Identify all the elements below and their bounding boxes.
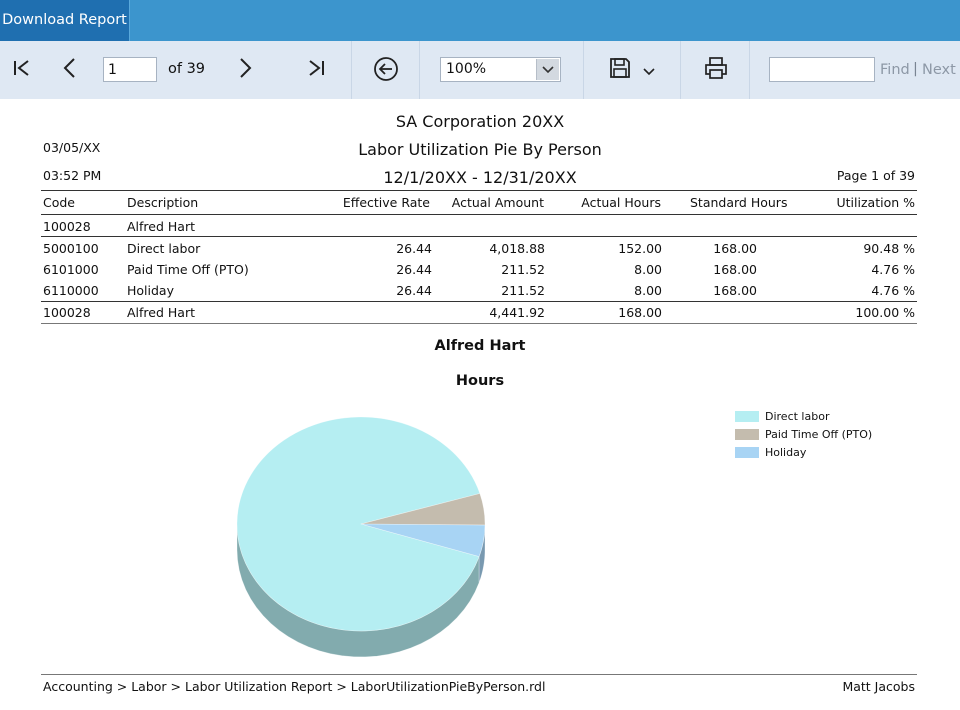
report-title: Labor Utilization Pie By Person — [358, 140, 602, 159]
next-page-icon[interactable] — [237, 57, 253, 83]
save-icon[interactable] — [608, 56, 632, 84]
date-range: 12/1/20XX - 12/31/20XX — [383, 168, 577, 187]
row-rate: 26.44 — [396, 241, 432, 256]
row-utilization: 4.76 % — [871, 283, 915, 298]
tab-download-report[interactable]: Download Report — [0, 0, 130, 41]
header-rule — [41, 190, 917, 191]
report-toolbar: of 39 100% Find | Next — [0, 41, 960, 99]
zoom-value: 100% — [446, 61, 487, 77]
row-standard: 168.00 — [713, 283, 757, 298]
row-code: 6101000 — [43, 262, 99, 277]
pie-slice-direct-labor — [236, 416, 481, 632]
col-description: Description — [127, 195, 199, 210]
total-code: 100028 — [43, 305, 91, 320]
print-icon[interactable] — [703, 55, 729, 85]
pie-slice-holiday — [360, 523, 486, 557]
next-link[interactable]: Next — [922, 62, 956, 78]
row-rate: 26.44 — [396, 283, 432, 298]
row-amount: 211.52 — [501, 262, 545, 277]
chart-title: Alfred Hart — [434, 338, 526, 354]
legend-swatch-direct-labor — [735, 411, 759, 422]
pie-chart — [236, 416, 486, 658]
row-rate: 26.44 — [396, 262, 432, 277]
legend-swatch-holiday — [735, 447, 759, 458]
back-arrow-icon[interactable] — [373, 56, 399, 86]
tab-bar: Download Report — [0, 0, 960, 41]
row-description: Direct labor — [127, 241, 201, 256]
export-dropdown-chevron-icon[interactable] — [641, 63, 657, 82]
row-utilization: 90.48 % — [863, 241, 915, 256]
find-separator: | — [913, 61, 918, 77]
row-code: 5000100 — [43, 241, 99, 256]
col-code: Code — [43, 195, 76, 210]
legend-label: Holiday — [765, 446, 807, 459]
company-name: SA Corporation 20XX — [395, 112, 565, 131]
row-amount: 211.52 — [501, 283, 545, 298]
page-number-input[interactable] — [103, 57, 157, 82]
legend-swatch-pto — [735, 429, 759, 440]
total-description: Alfred Hart — [127, 305, 195, 320]
footer-user: Matt Jacobs — [842, 679, 915, 694]
last-page-icon[interactable] — [306, 58, 326, 82]
legend-label: Paid Time Off (PTO) — [765, 428, 873, 441]
total-hours: 168.00 — [618, 305, 662, 320]
previous-page-icon[interactable] — [62, 57, 78, 83]
row-amount: 4,018.88 — [489, 241, 545, 256]
total-amount: 4,441.92 — [489, 305, 545, 320]
col-effective-rate: Effective Rate — [342, 195, 430, 210]
row-description: Holiday — [127, 283, 174, 298]
row-hours: 152.00 — [618, 241, 662, 256]
first-page-icon[interactable] — [12, 58, 32, 82]
run-date: 03/05/XX — [43, 140, 101, 155]
chevron-down-icon[interactable] — [536, 59, 559, 80]
page-indicator: Page 1 of 39 — [836, 168, 915, 183]
total-utilization: 100.00 % — [855, 305, 915, 320]
col-standard-hours: Standard Hours — [690, 195, 788, 210]
footer-rule — [41, 674, 917, 675]
col-actual-amount: Actual Amount — [451, 195, 544, 210]
page-count-label: of 39 — [168, 61, 206, 77]
row-utilization: 4.76 % — [871, 262, 915, 277]
row-code: 6110000 — [43, 283, 99, 298]
col-utilization: Utilization % — [836, 195, 916, 210]
find-link[interactable]: Find — [880, 62, 910, 78]
footer-path: Accounting > Labor > Labor Utilization R… — [43, 679, 546, 694]
row-description: Paid Time Off (PTO) — [127, 262, 249, 277]
column-rule — [41, 214, 917, 215]
row-standard: 168.00 — [713, 241, 757, 256]
chart-subtitle: Hours — [455, 373, 505, 389]
col-actual-hours: Actual Hours — [581, 195, 661, 210]
find-input[interactable] — [769, 57, 875, 82]
group-code: 100028 — [43, 219, 91, 234]
report-page: SA Corporation 20XX Labor Utilization Pi… — [0, 99, 960, 710]
total-underline — [41, 323, 917, 324]
row-hours: 8.00 — [634, 262, 662, 277]
run-time: 03:52 PM — [43, 168, 102, 183]
zoom-select[interactable]: 100% — [440, 57, 561, 82]
row-hours: 8.00 — [634, 283, 662, 298]
group-rule — [41, 236, 917, 237]
legend-label: Direct labor — [765, 410, 830, 423]
row-standard: 168.00 — [713, 262, 757, 277]
total-rule — [41, 301, 917, 302]
group-name: Alfred Hart — [127, 219, 195, 234]
